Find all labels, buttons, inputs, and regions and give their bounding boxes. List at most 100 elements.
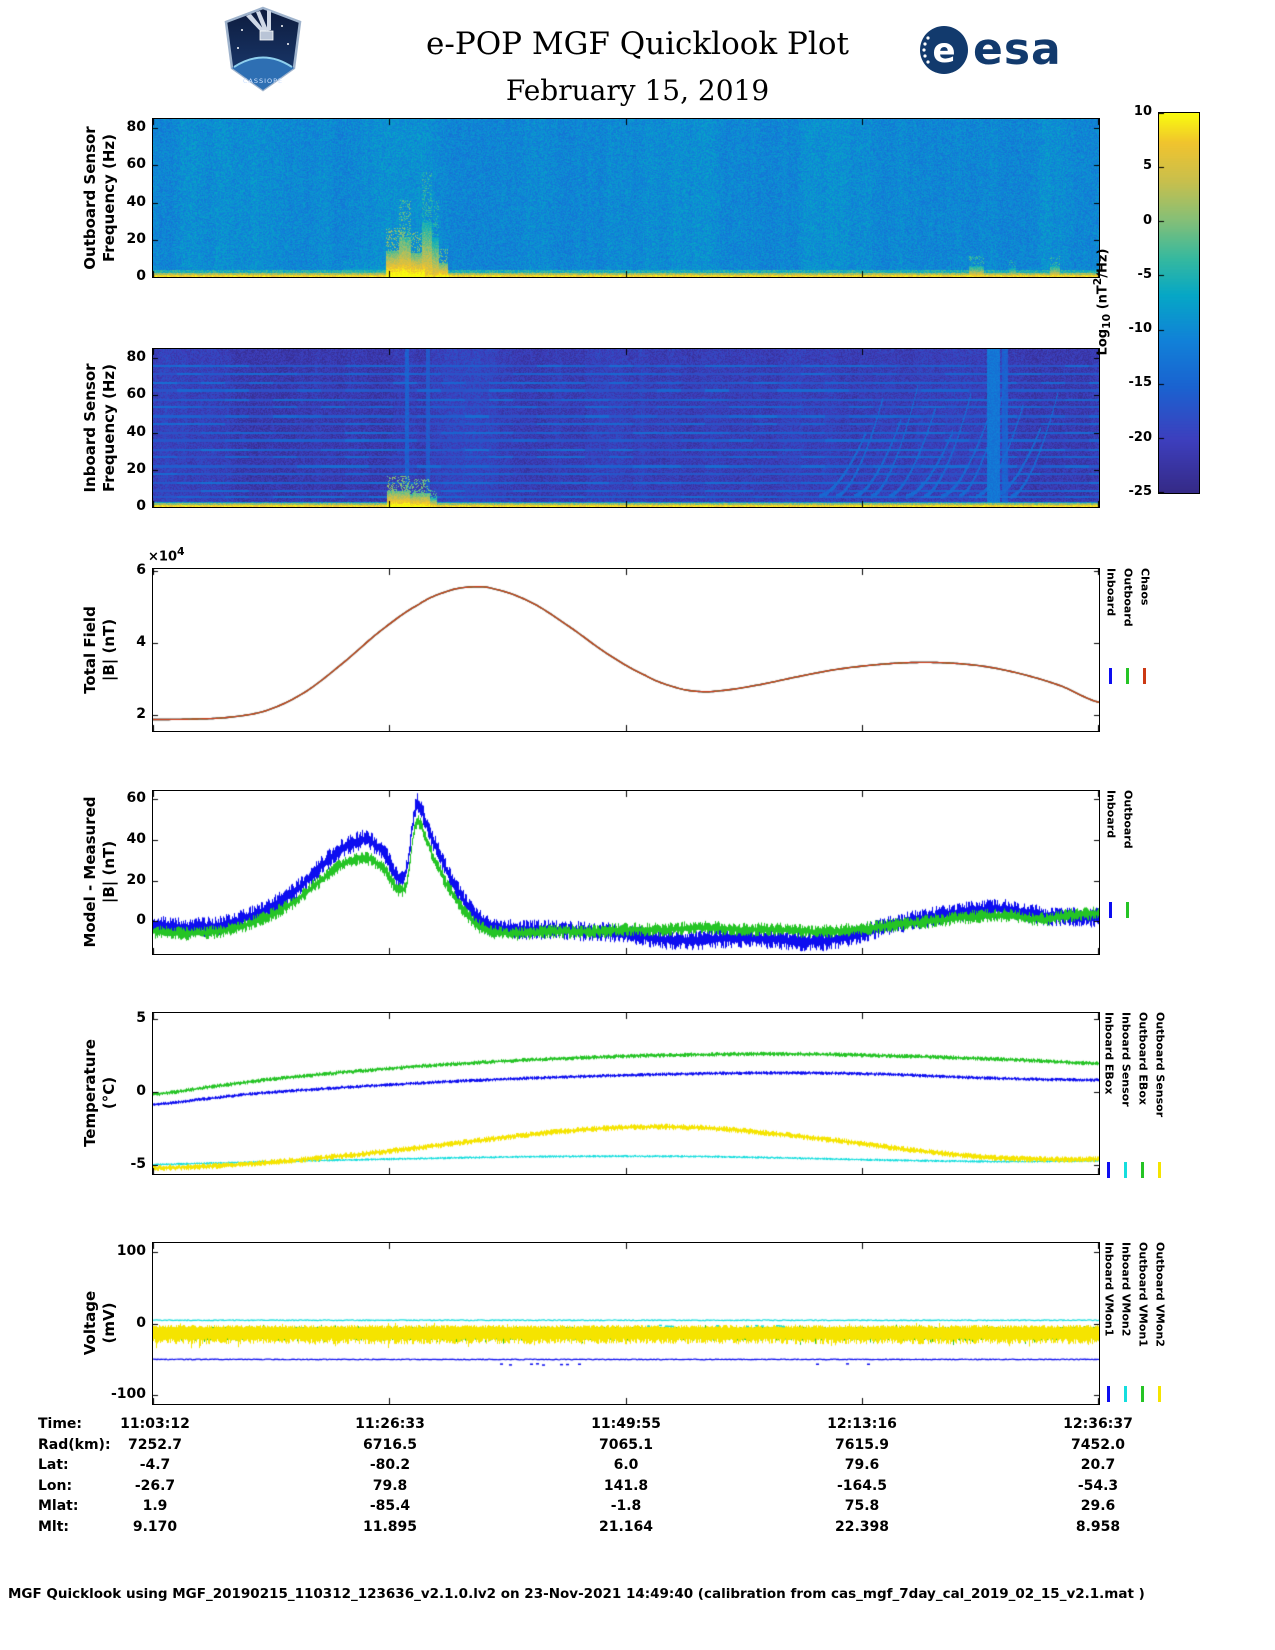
esa-emblem-icon: e: [920, 26, 968, 74]
y-tick-label: 0: [136, 1083, 146, 1100]
table-cell: 141.8: [603, 1477, 649, 1494]
legend-entry: Inboard VMon2: [1119, 1242, 1133, 1405]
legend-line-mark: [1109, 902, 1112, 918]
y-tick-label: -5: [130, 1156, 146, 1173]
table-cell: 6.0: [613, 1457, 639, 1473]
model-measured-panel: [152, 790, 1100, 955]
y-tick-label: 100: [116, 1242, 146, 1259]
colorbar-tick-label: -10: [1128, 321, 1153, 337]
table-cell: -4.7: [139, 1457, 171, 1473]
table-cell: 21.164: [598, 1518, 654, 1535]
y-tick-label: 60: [126, 790, 146, 807]
outboard-spectrogram-canvas: [153, 119, 1099, 277]
y-tick-label: 60: [126, 386, 146, 403]
total-field-canvas: [153, 569, 1099, 731]
esa-wordmark: esa: [973, 24, 1062, 75]
y-tick-label: 20: [126, 230, 146, 247]
legend-label: Inboard: [1104, 790, 1118, 839]
table-cell: 12:13:16: [827, 1416, 897, 1432]
temperature-canvas: [153, 1013, 1099, 1174]
colorbar-tick-label: -25: [1128, 484, 1153, 499]
legend-entry: Inboard: [1104, 568, 1118, 732]
y-axis-exponent-label: ×104: [148, 545, 185, 565]
table-row-label: Rad(km):: [38, 1436, 111, 1453]
mission-patch-satellite-fan: [246, 10, 271, 33]
model-measured-canvas: [153, 791, 1099, 954]
legend-line-mark: [1124, 1162, 1127, 1178]
legend-entry: Inboard Sensor: [1119, 1012, 1133, 1178]
table-cell: 6716.5: [362, 1436, 418, 1453]
table-cell: 11.895: [362, 1518, 418, 1535]
y-tick-label: 80: [126, 119, 146, 136]
legend-p3: Inboard Outboard Chaos: [1104, 568, 1152, 732]
y-tick-label: 20: [126, 871, 146, 888]
voltage-panel: [152, 1242, 1100, 1405]
legend-label: Outboard: [1121, 568, 1135, 627]
y-tick-label: 40: [126, 423, 146, 440]
table-row-label: Lon:: [38, 1477, 73, 1494]
y-tick-label: 40: [126, 193, 146, 210]
colorbar-tick-label: 5: [1142, 158, 1152, 174]
legend-entry: Outboard: [1121, 568, 1135, 732]
legend-label: Inboard VMon1: [1102, 1242, 1116, 1337]
legend-p4: Inboard Outboard: [1104, 790, 1135, 955]
y-tick-label: 20: [126, 460, 146, 477]
cassiope-mission-logo: CASSIOPE: [224, 6, 302, 92]
table-cell: -80.2: [369, 1457, 411, 1473]
table-cell: -1.8: [610, 1498, 642, 1514]
colorbar-label: Log10 (nT2/Hz): [1091, 248, 1113, 356]
inboard-spectrogram-panel: [152, 348, 1100, 508]
table-cell: 11:26:33: [355, 1416, 425, 1432]
table-cell: 7252.7: [127, 1436, 183, 1453]
y-tick-label: 60: [126, 156, 146, 173]
colorbar-tick-label: -5: [1137, 266, 1152, 282]
figure-date: February 15, 2019: [505, 74, 770, 107]
outboard-spectrogram-panel: [152, 118, 1100, 278]
table-row-label: Mlat:: [38, 1498, 79, 1514]
table-cell: 20.7: [1080, 1457, 1116, 1473]
table-cell: 12:36:37: [1063, 1416, 1133, 1432]
y-tick-label: 0: [136, 1314, 146, 1331]
table-row-label: Time:: [38, 1416, 83, 1432]
legend-label: Chaos: [1138, 568, 1152, 606]
processing-footer: MGF Quicklook using MGF_20190215_110312_…: [8, 1586, 1145, 1602]
figure-title: e-POP MGF Quicklook Plot: [426, 26, 849, 62]
legend-label: Outboard: [1121, 790, 1135, 849]
legend-entry: Outboard EBox: [1136, 1012, 1150, 1178]
legend-label: Outboard VMon1: [1136, 1242, 1150, 1347]
colorbar-tick-label: 0: [1142, 212, 1152, 228]
y-tick-label: 2: [136, 705, 146, 722]
legend-entry: Inboard: [1104, 790, 1118, 955]
table-cell: -26.7: [134, 1477, 176, 1494]
table-cell: 7452.0: [1070, 1436, 1126, 1453]
table-row-label: Mlt:: [38, 1518, 70, 1535]
legend-line-mark: [1141, 1162, 1144, 1178]
legend-line-mark: [1158, 1162, 1161, 1178]
inboard-spectrogram-canvas: [153, 349, 1099, 507]
colorbar: [1158, 112, 1200, 494]
legend-line-mark: [1158, 1386, 1161, 1402]
colorbar-tick-label: 10: [1133, 104, 1152, 119]
legend-entry: Chaos: [1138, 568, 1152, 732]
legend-label: Inboard: [1104, 568, 1118, 617]
legend-entry: Outboard: [1121, 790, 1135, 955]
y-tick-label: 5: [136, 1009, 146, 1026]
legend-entry: Outboard Sensor: [1153, 1012, 1167, 1178]
table-cell: 7615.9: [834, 1436, 890, 1453]
table-cell: -54.3: [1077, 1477, 1119, 1494]
temperature-panel: [152, 1012, 1100, 1175]
legend-p5: Inboard EBox Inboard Sensor Outboard EBox O…: [1102, 1012, 1167, 1178]
table-cell: 79.8: [372, 1477, 408, 1494]
esa-logo: e esa: [918, 24, 1062, 76]
colorbar-tick-label: -15: [1128, 375, 1153, 391]
table-row-label: Lat:: [38, 1457, 69, 1473]
legend-line-mark: [1107, 1386, 1110, 1402]
legend-entry: Inboard VMon1: [1102, 1242, 1116, 1405]
table-cell: 22.398: [834, 1518, 890, 1535]
table-cell: 1.9: [142, 1498, 168, 1514]
table-cell: 11:03:12: [120, 1416, 190, 1432]
legend-entry: Outboard VMon2: [1153, 1242, 1167, 1405]
legend-label: Inboard EBox: [1102, 1012, 1116, 1095]
table-cell: 79.6: [844, 1457, 880, 1473]
legend-entry: Inboard EBox: [1102, 1012, 1116, 1178]
